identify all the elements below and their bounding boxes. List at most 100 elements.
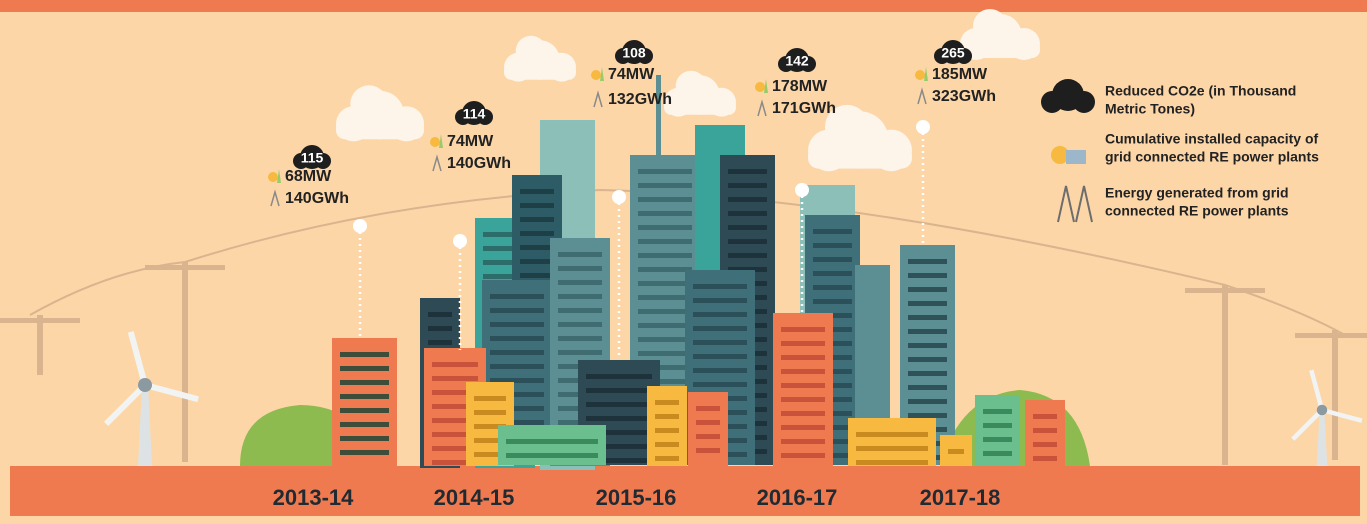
window-row [506,439,598,444]
window-row [520,273,554,278]
top-bar [0,0,1367,12]
window-row [693,354,747,359]
energy-value: 140GWh [447,155,511,172]
window-row [490,322,544,327]
base-band [10,466,1360,516]
cloud-puff [1041,91,1063,113]
capacity-value: 74MW [608,66,655,83]
window-row [340,408,389,413]
window-row [856,432,928,437]
window-row [693,340,747,345]
window-row [693,326,747,331]
window-row [781,425,825,430]
building [848,418,936,466]
pylon-pole [1332,330,1338,460]
window-row [908,371,947,376]
cloud-base [664,99,736,115]
year-label: 2016-17 [757,485,838,510]
window-row [781,397,825,402]
window-row [1033,442,1057,447]
window-row [638,239,692,244]
window-row [696,406,720,411]
window-row [558,308,602,313]
sun-icon [430,137,440,147]
window-row [638,267,692,272]
window-row [520,217,554,222]
window-row [428,312,452,317]
window-row [693,312,747,317]
pin-dot [916,120,930,134]
window-row [340,394,389,399]
window-row [490,350,544,355]
window-row [638,309,692,314]
cloud-base [336,119,424,139]
building [647,386,687,466]
window-row [520,259,554,264]
window-row [781,383,825,388]
window-row [983,451,1012,456]
window-row [340,352,389,357]
pin-dot [453,234,467,248]
window-row [558,322,602,327]
window-row [813,299,852,304]
window-row [638,351,692,356]
window-row [728,211,767,216]
pin-dot [612,190,626,204]
window-row [655,428,679,433]
page: 11568MW140GWh2013-1411474MW140GWh2014-15… [0,0,1367,524]
window-row [638,323,692,328]
window-row [638,211,692,216]
window-row [983,437,1012,442]
energy-value: 132GWh [608,91,672,108]
co2-value: 115 [301,150,324,166]
pylon-pole [182,262,188,462]
window-row [908,413,947,418]
window-row [781,411,825,416]
capacity-value: 74MW [447,133,494,150]
window-row [856,460,928,465]
building [688,392,728,466]
window-row [1033,456,1057,461]
pylon-arm [0,318,80,323]
cloud-base [960,40,1040,58]
pin-dot [795,183,809,197]
window-row [558,266,602,271]
window-row [908,301,947,306]
window-row [655,414,679,419]
window-row [856,446,928,451]
window-row [813,243,852,248]
year-label: 2013-14 [273,485,355,510]
capacity-value: 68MW [285,168,332,185]
window-row [340,436,389,441]
legend-text: Energy generated from grid [1105,185,1289,201]
capacity-value: 178MW [772,78,828,95]
window-row [490,364,544,369]
window-row [432,362,478,367]
window-row [558,350,602,355]
window-row [781,355,825,360]
window-row [781,341,825,346]
sun-icon [268,172,278,182]
year-label: 2014-15 [434,485,515,510]
window-row [781,327,825,332]
window-row [1033,428,1057,433]
window-row [693,382,747,387]
energy-value: 140GWh [285,190,349,207]
energy-value: 171GWh [772,100,836,117]
sun-icon [915,70,925,80]
window-row [655,456,679,461]
cloud-puff [516,36,547,67]
window-row [813,271,852,276]
window-row [638,169,692,174]
pylon-arm [1295,333,1367,338]
window-row [908,287,947,292]
infographic: 11568MW140GWh2013-1411474MW140GWh2014-15… [0,0,1367,524]
energy-value: 323GWh [932,88,996,105]
window-row [586,402,652,407]
legend-text: connected RE power plants [1105,203,1289,219]
window-row [558,280,602,285]
window-row [340,422,389,427]
window-row [586,388,652,393]
co2-value: 108 [622,45,646,61]
window-row [474,396,506,401]
